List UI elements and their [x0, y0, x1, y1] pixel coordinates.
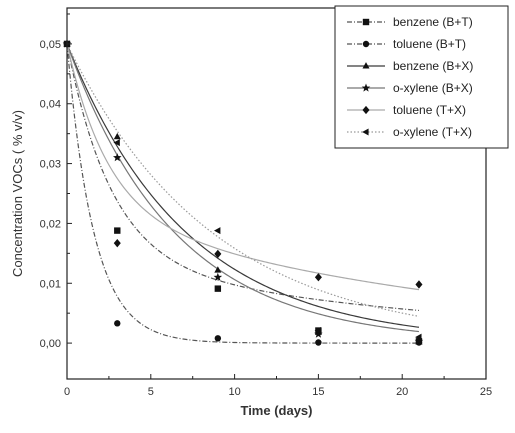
legend-label: toluene (T+X) [393, 103, 466, 117]
data-point [214, 227, 221, 235]
y-tick-label: 0,01 [40, 278, 61, 290]
fit-curve [67, 43, 420, 317]
data-point [113, 139, 120, 147]
y-axis-label: Concentration VOCs ( % v/v) [10, 110, 25, 277]
fit-curve [67, 43, 420, 291]
data-point [113, 153, 122, 162]
data-point [315, 339, 322, 346]
data-point [415, 280, 423, 289]
y-tick-label: 0,03 [40, 159, 61, 171]
y-axis-ticks: 0,00 0,01 0,02 0,03 0,04 0,05 [40, 13, 72, 350]
x-axis-ticks: 0 5 10 15 20 25 [64, 374, 492, 398]
legend-marker [362, 128, 369, 136]
legend-marker [362, 18, 370, 26]
data-point [314, 327, 321, 335]
data-point [114, 320, 121, 327]
legend-marker [361, 83, 371, 92]
x-tick-label: 10 [228, 386, 240, 398]
data-point [213, 272, 223, 281]
data-point [214, 285, 222, 292]
legend-box [334, 5, 509, 149]
legend-label: o-xylene (B+X) [393, 81, 473, 95]
fit-curve [67, 43, 420, 328]
y-tick-label: 0,04 [40, 99, 61, 111]
legend-marker [362, 62, 370, 69]
data-point [214, 249, 222, 259]
data-point [314, 273, 322, 282]
data-point [415, 333, 422, 341]
x-tick-label: 25 [480, 386, 492, 398]
x-axis-label: Time (days) [240, 403, 312, 418]
x-tick-label: 15 [312, 386, 324, 398]
fit-curve [67, 43, 420, 312]
legend-label: o-xylene (T+X) [393, 125, 472, 139]
data-point [113, 239, 121, 248]
data-point [63, 40, 70, 48]
y-tick-label: 0,02 [40, 218, 61, 230]
fit-curve [67, 43, 420, 333]
y-tick-label: 0,00 [40, 338, 61, 350]
legend-marker [362, 105, 370, 115]
x-tick-label: 20 [396, 386, 408, 398]
legend: benzene (B+T) toluene (B+T) benzene (B+X) o… [334, 5, 509, 149]
legend-marker [362, 40, 370, 48]
fit-curves [67, 43, 420, 344]
data-point [414, 336, 424, 345]
data-point [214, 335, 222, 342]
legend-label: benzene (B+X) [393, 59, 473, 73]
legend-label: toluene (B+T) [393, 37, 466, 51]
data-point [114, 227, 121, 234]
data-point [113, 132, 121, 140]
y-tick-label: 0,05 [40, 39, 61, 51]
data-point [314, 329, 323, 338]
data-point [214, 266, 222, 273]
legend-label: benzene (B+T) [393, 15, 473, 29]
x-tick-label: 5 [148, 386, 154, 398]
x-tick-label: 0 [64, 386, 70, 398]
fit-curve [67, 43, 419, 344]
